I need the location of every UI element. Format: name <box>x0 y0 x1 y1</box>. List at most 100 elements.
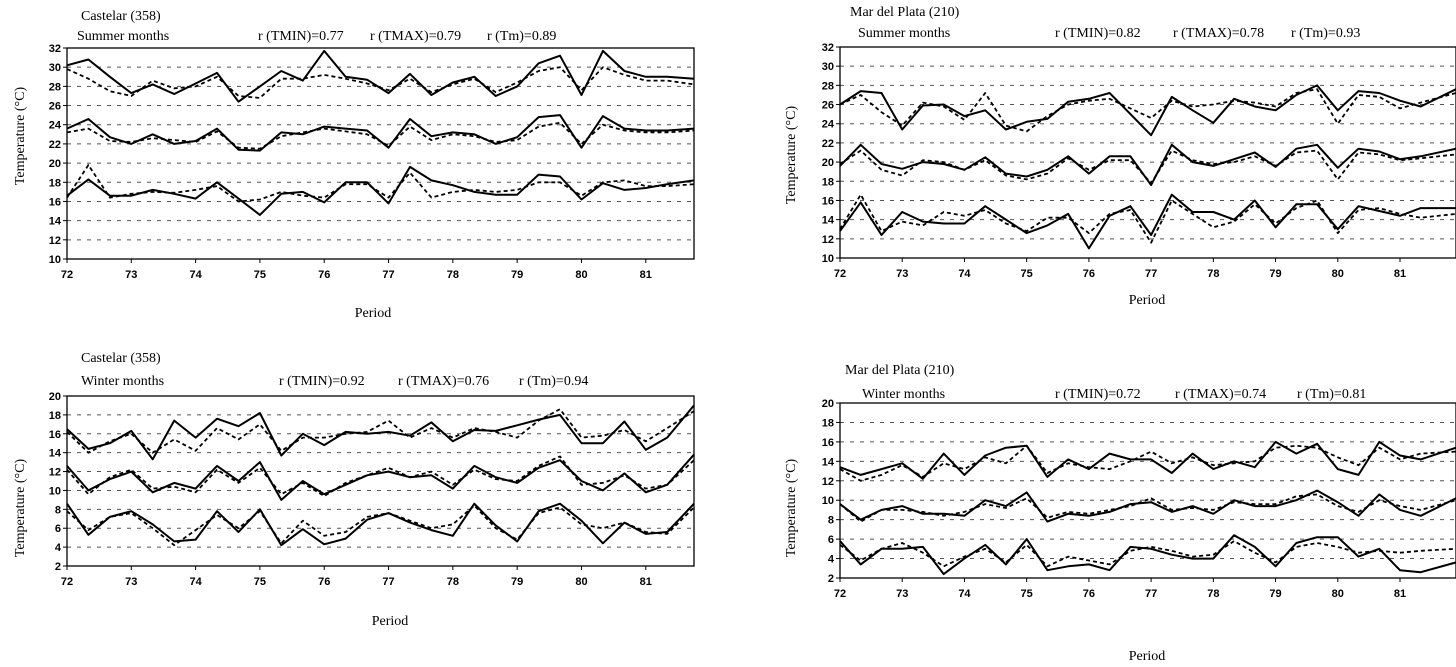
series-line-1-dashed <box>66 66 695 99</box>
y-tick-label: 18 <box>49 177 61 189</box>
plot-frame <box>839 402 1456 579</box>
y-tick-label: 32 <box>49 43 61 55</box>
y-axis-label: Temperature (°C) <box>784 106 799 205</box>
y-tick-label: 12 <box>49 467 61 479</box>
y-tick-label: 18 <box>822 417 834 429</box>
corr-tmin: r (TMIN)=0.82 <box>1055 26 1141 41</box>
corr-tm: r (Tm)=0.89 <box>487 29 556 44</box>
y-tick-label: 8 <box>828 515 834 527</box>
y-tick-label: 30 <box>822 61 834 73</box>
corr-tmin: r (TMIN)=0.77 <box>258 29 344 44</box>
x-tick-label: 77 <box>1145 268 1157 280</box>
series-line-3-dashed <box>839 149 1456 185</box>
plot-frame <box>66 47 695 260</box>
series-line-2-solid <box>839 489 1456 523</box>
y-tick-label: 18 <box>822 176 834 188</box>
series-line-5-dashed <box>66 164 695 203</box>
y-tick-label: 26 <box>49 101 61 113</box>
x-tick-label: 72 <box>834 588 846 600</box>
station-title: Castelar (358) <box>81 9 161 24</box>
panel-castelar-summer: Castelar (358) Summer months r (TMIN)=0.… <box>13 9 695 321</box>
plot-area: 2 4 6 8 10 12 14 16 18 20 72 73 74 75 76 77 78 79 80 81 <box>49 391 695 588</box>
x-tick-label: 80 <box>575 269 587 281</box>
y-tick-label: 2 <box>828 573 834 585</box>
x-tick-label: 73 <box>125 576 137 588</box>
x-tick-label: 73 <box>896 268 908 280</box>
x-tick-label: 77 <box>1145 588 1157 600</box>
x-axis-label: Period <box>1129 649 1166 664</box>
series-line-2-solid <box>66 453 695 501</box>
y-tick-label: 22 <box>822 138 834 150</box>
x-tick-label: 78 <box>1207 268 1219 280</box>
y-tick-label: 10 <box>49 485 61 497</box>
x-tick-label: 76 <box>318 576 330 588</box>
x-tick-label: 77 <box>382 576 394 588</box>
series-line-4-solid <box>66 165 695 216</box>
x-tick-label: 73 <box>125 269 137 281</box>
y-tick-label: 16 <box>49 196 61 208</box>
y-tick-label: 28 <box>49 81 61 93</box>
y-tick-label: 20 <box>49 391 61 403</box>
x-tick-label: 80 <box>1332 588 1344 600</box>
plot-area: 10 12 14 16 18 20 22 24 26 28 30 32 72 73 74 75 76 77 78 79… <box>822 42 1456 280</box>
x-tick-label: 73 <box>896 588 908 600</box>
x-tick-label: 76 <box>1083 268 1095 280</box>
corr-tmin: r (TMIN)=0.72 <box>1055 387 1141 402</box>
panel-castelar-winter: Castelar (358) Winter months r (TMIN)=0.… <box>13 351 695 629</box>
x-tick-label: 75 <box>1021 268 1033 280</box>
x-tick-label: 75 <box>1021 588 1033 600</box>
corr-tm: r (Tm)=0.93 <box>1291 26 1360 41</box>
y-tick-label: 4 <box>55 542 62 554</box>
x-tick-label: 72 <box>61 269 73 281</box>
series-line-1-dashed <box>66 408 695 454</box>
season-subtitle: Winter months <box>862 387 945 402</box>
x-tick-label: 74 <box>189 576 202 588</box>
station-title: Mar del Plata (210) <box>845 363 955 378</box>
x-axis-label: Period <box>355 306 392 321</box>
series-line-4-solid <box>66 502 695 547</box>
x-tick-label: 79 <box>1269 268 1281 280</box>
x-tick-label: 78 <box>447 576 459 588</box>
series-line-0-solid <box>839 440 1456 480</box>
y-tick-label: 26 <box>822 100 834 112</box>
y-tick-label: 14 <box>49 216 62 228</box>
y-tick-label: 16 <box>822 195 834 207</box>
corr-tm: r (Tm)=0.94 <box>519 374 588 389</box>
x-tick-label: 81 <box>640 576 652 588</box>
y-tick-label: 12 <box>822 476 834 488</box>
series-line-5-dashed <box>839 193 1456 244</box>
x-tick-label: 80 <box>1332 268 1344 280</box>
y-axis-label: Temperature (°C) <box>13 459 28 558</box>
corr-tmax: r (TMAX)=0.76 <box>398 374 489 389</box>
y-axis-label: Temperature (°C) <box>13 87 28 186</box>
y-tick-label: 12 <box>49 235 61 247</box>
y-tick-label: 14 <box>49 448 62 460</box>
x-axis-label: Period <box>372 614 409 629</box>
x-tick-label: 74 <box>958 588 971 600</box>
series-line-4-solid <box>839 193 1456 250</box>
series-line-1-dashed <box>839 444 1456 482</box>
series-line-0-solid <box>66 49 695 103</box>
x-tick-label: 77 <box>382 269 394 281</box>
y-tick-label: 16 <box>49 429 61 441</box>
y-tick-label: 22 <box>49 139 61 151</box>
y-tick-label: 24 <box>49 120 62 132</box>
x-tick-label: 81 <box>640 269 652 281</box>
y-tick-label: 30 <box>49 62 61 74</box>
x-tick-label: 76 <box>1083 588 1095 600</box>
series-line-5-dashed <box>66 504 695 547</box>
season-subtitle: Winter months <box>81 374 164 389</box>
y-tick-label: 14 <box>822 215 835 227</box>
x-tick-label: 75 <box>254 269 266 281</box>
y-tick-label: 16 <box>822 437 834 449</box>
station-title: Mar del Plata (210) <box>850 5 960 20</box>
y-tick-label: 24 <box>822 119 835 131</box>
panel-mardelplata-winter: Mar del Plata (210) Winter months r (TMI… <box>784 363 1456 664</box>
y-tick-label: 6 <box>55 523 61 535</box>
y-tick-label: 18 <box>49 410 61 422</box>
y-tick-label: 32 <box>822 42 834 54</box>
y-tick-label: 4 <box>828 554 835 566</box>
y-tick-label: 6 <box>828 534 834 546</box>
y-tick-label: 10 <box>49 254 61 266</box>
x-tick-label: 80 <box>575 576 587 588</box>
